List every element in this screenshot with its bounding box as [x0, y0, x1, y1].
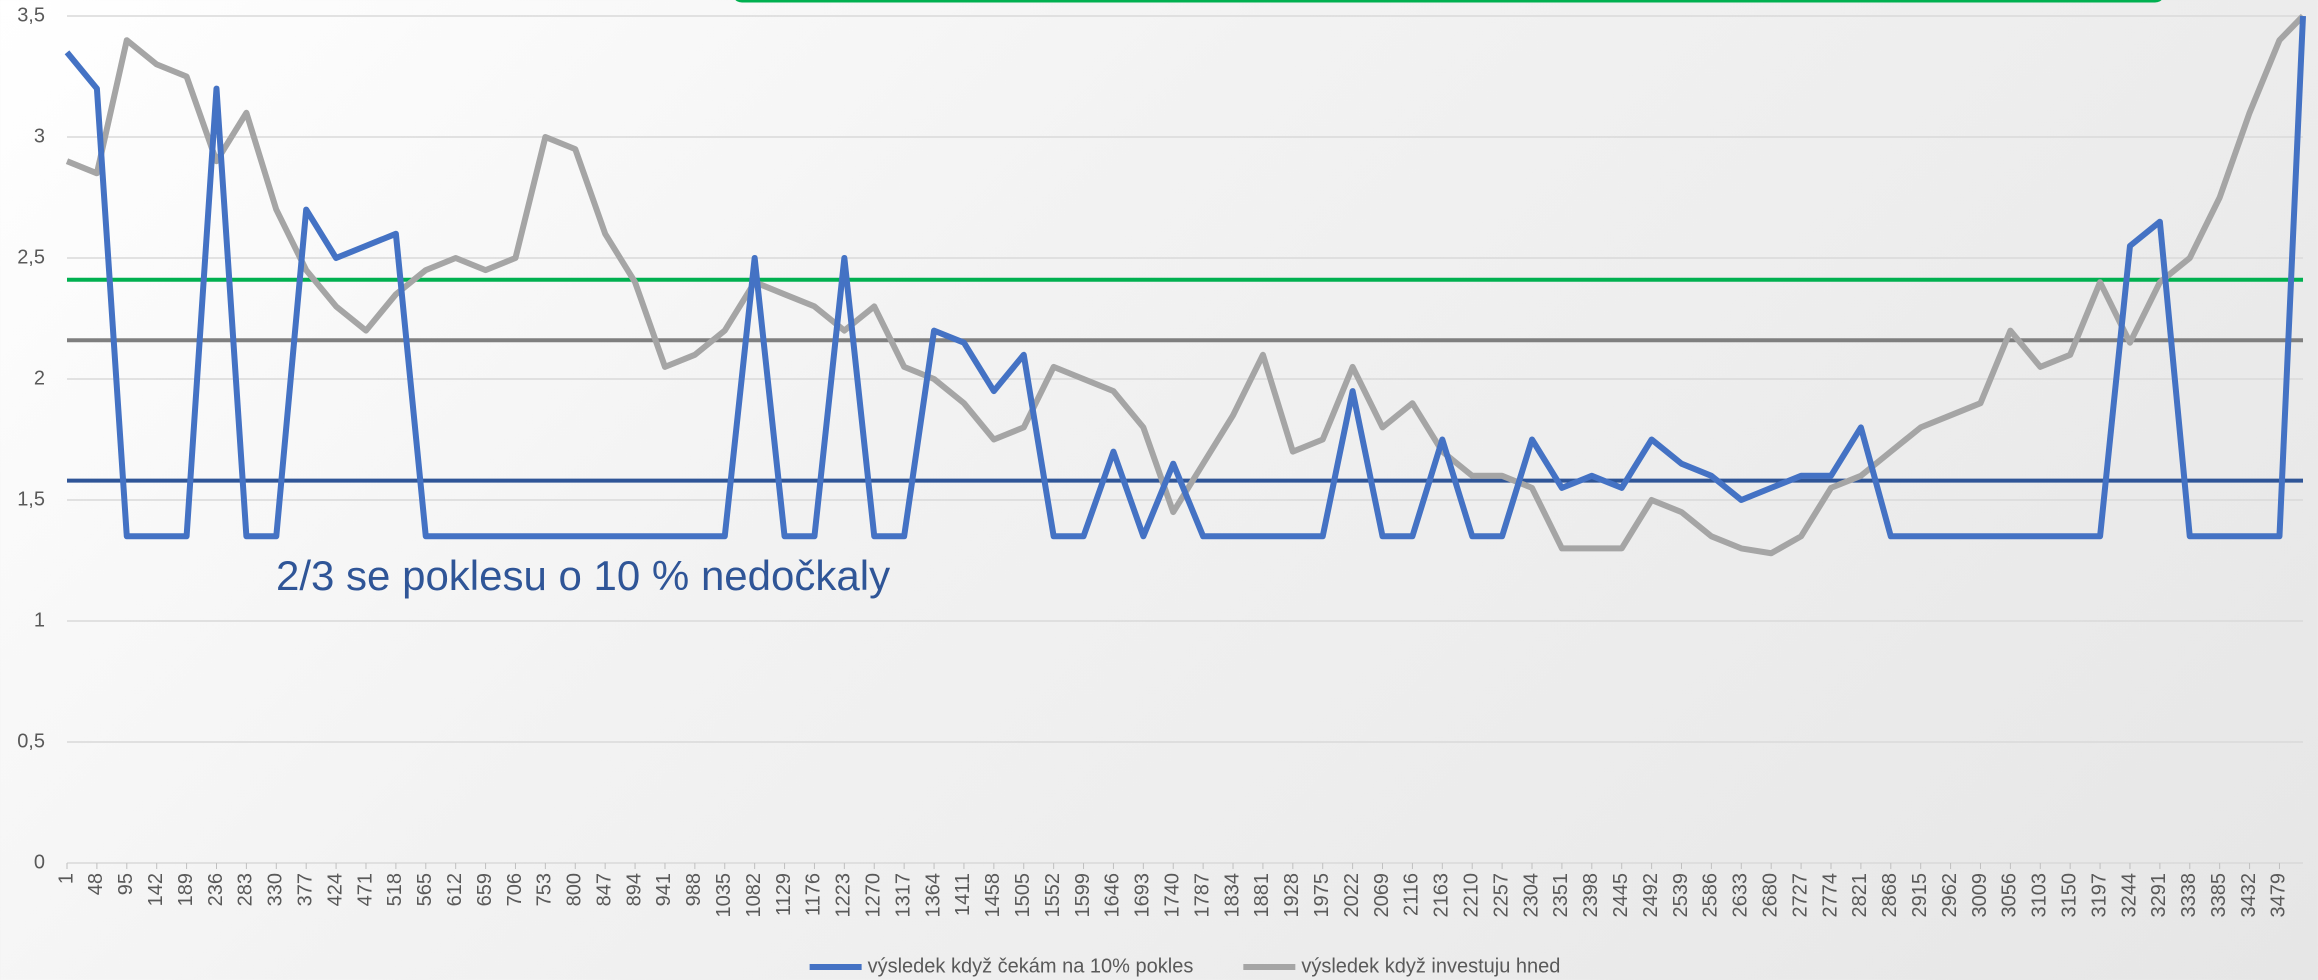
y-tick-label: 1 [34, 609, 45, 631]
x-tick-label: 2492 [1640, 873, 1662, 918]
x-tick-label: 236 [205, 873, 227, 906]
x-tick-label: 753 [534, 873, 556, 906]
x-tick-label: 2304 [1520, 873, 1542, 918]
x-tick-label: 3009 [1969, 873, 1991, 918]
x-tick-label: 3291 [2148, 873, 2170, 918]
x-tick-label: 2633 [1730, 873, 1752, 918]
x-tick-label: 1505 [1012, 873, 1034, 918]
x-tick-label: 612 [444, 873, 466, 906]
y-tick-label: 3 [34, 125, 45, 147]
x-tick-label: 1129 [773, 873, 795, 916]
legend-item[interactable]: výsledek když investuju hned [1243, 955, 1560, 977]
x-tick-label: 1176 [803, 873, 825, 916]
x-tick-label: 3385 [2208, 873, 2230, 918]
x-tick-label: 2069 [1371, 873, 1393, 918]
x-tick-label: 1834 [1221, 873, 1243, 918]
x-tick-label: 283 [235, 873, 257, 906]
x-tick-label: 1787 [1191, 873, 1213, 918]
x-tick-label: 2962 [1939, 873, 1961, 918]
x-tick-label: 1975 [1311, 873, 1333, 918]
x-tick-label: 1693 [1132, 873, 1154, 918]
x-tick-label: 706 [504, 873, 526, 906]
y-tick-label: 0 [34, 851, 45, 873]
x-tick-label: 330 [265, 873, 287, 906]
x-tick-label: 2398 [1580, 873, 1602, 918]
x-tick-label: 3056 [1999, 873, 2021, 918]
x-tick-label: 2116 [1401, 873, 1423, 916]
x-tick-label: 565 [414, 873, 436, 906]
x-tick-label: 95 [115, 873, 137, 895]
x-tick-label: 847 [593, 873, 615, 906]
y-tick-label: 3,5 [17, 4, 45, 26]
x-tick-label: 1223 [833, 873, 855, 918]
x-tick-label: 2445 [1610, 873, 1632, 918]
x-tick-label: 1 [55, 873, 77, 884]
x-tick-label: 894 [623, 873, 645, 906]
x-tick-label: 142 [145, 873, 167, 906]
green-frame [736, 0, 2161, 1]
x-tick-label: 189 [175, 873, 197, 906]
x-tick-label: 1646 [1102, 873, 1124, 918]
x-tick-label: 3479 [2268, 873, 2290, 918]
x-tick-label: 800 [564, 873, 586, 906]
x-tick-label: 1458 [982, 873, 1004, 918]
x-tick-label: 2586 [1700, 873, 1722, 918]
x-tick-label: 1317 [892, 873, 914, 918]
page: {"chart_data": { "type": "line", "annota… [0, 0, 2318, 980]
x-tick-label: 2680 [1759, 873, 1781, 918]
series-line [67, 16, 2303, 536]
x-tick-label: 3338 [2178, 873, 2200, 918]
legend-label: výsledek když čekám na 10% pokles [868, 955, 1194, 977]
x-tick-label: 1928 [1281, 873, 1303, 918]
x-tick-label: 1270 [863, 873, 885, 918]
x-tick-label: 2774 [1819, 873, 1841, 918]
x-tick-label: 1599 [1072, 873, 1094, 918]
x-tick-label: 659 [474, 873, 496, 906]
x-tick-label: 2915 [1909, 873, 1931, 918]
x-tick-label: 2727 [1789, 873, 1811, 918]
x-tick-label: 1035 [713, 873, 735, 918]
chart: 0 0,5 1 1,5 2 2,5 3 3,5 1 48 95 142 189 236 283 330 377 4… [0, 0, 2318, 980]
x-tick-label: 1411 [952, 873, 974, 916]
x-tick-label: 2868 [1879, 873, 1901, 918]
y-tick-label: 1,5 [17, 488, 45, 510]
x-tick-label: 518 [384, 873, 406, 906]
x-tick-label: 988 [683, 873, 705, 906]
x-tick-label: 1364 [922, 873, 944, 918]
x-tick-label: 471 [354, 873, 376, 906]
x-tick-label: 1552 [1042, 873, 1064, 918]
x-tick-label: 424 [324, 873, 346, 906]
legend-label: výsledek když investuju hned [1301, 955, 1560, 977]
x-tick-label: 2257 [1490, 873, 1512, 918]
x-tick-label: 2351 [1550, 873, 1572, 918]
x-tick-label: 3150 [2058, 873, 2080, 918]
x-tick-label: 48 [85, 873, 107, 895]
legend-item[interactable]: výsledek když čekám na 10% pokles [810, 955, 1194, 977]
x-tick-label: 2821 [1849, 873, 1871, 918]
x-tick-label: 941 [653, 873, 675, 906]
x-tick-label: 377 [294, 873, 316, 906]
x-tick-label: 2022 [1341, 873, 1363, 918]
y-tick-label: 2 [34, 367, 45, 389]
annotation: 2/3 se poklesu o 10 % nedočkaly [276, 552, 890, 599]
x-tick-label: 3244 [2118, 873, 2140, 918]
x-tick-label: 2539 [1670, 873, 1692, 918]
x-tick-label: 3197 [2088, 873, 2110, 918]
x-tick-label: 1082 [743, 873, 765, 918]
x-tick-label: 3432 [2238, 873, 2260, 918]
y-tick-label: 0,5 [17, 730, 45, 752]
x-tick-label: 1740 [1162, 873, 1184, 918]
x-tick-label: 3103 [2029, 873, 2051, 918]
y-tick-label: 2,5 [17, 246, 45, 268]
x-tick-label: 2163 [1431, 873, 1453, 918]
x-tick-label: 1881 [1251, 873, 1273, 918]
x-tick-label: 2210 [1460, 873, 1482, 918]
